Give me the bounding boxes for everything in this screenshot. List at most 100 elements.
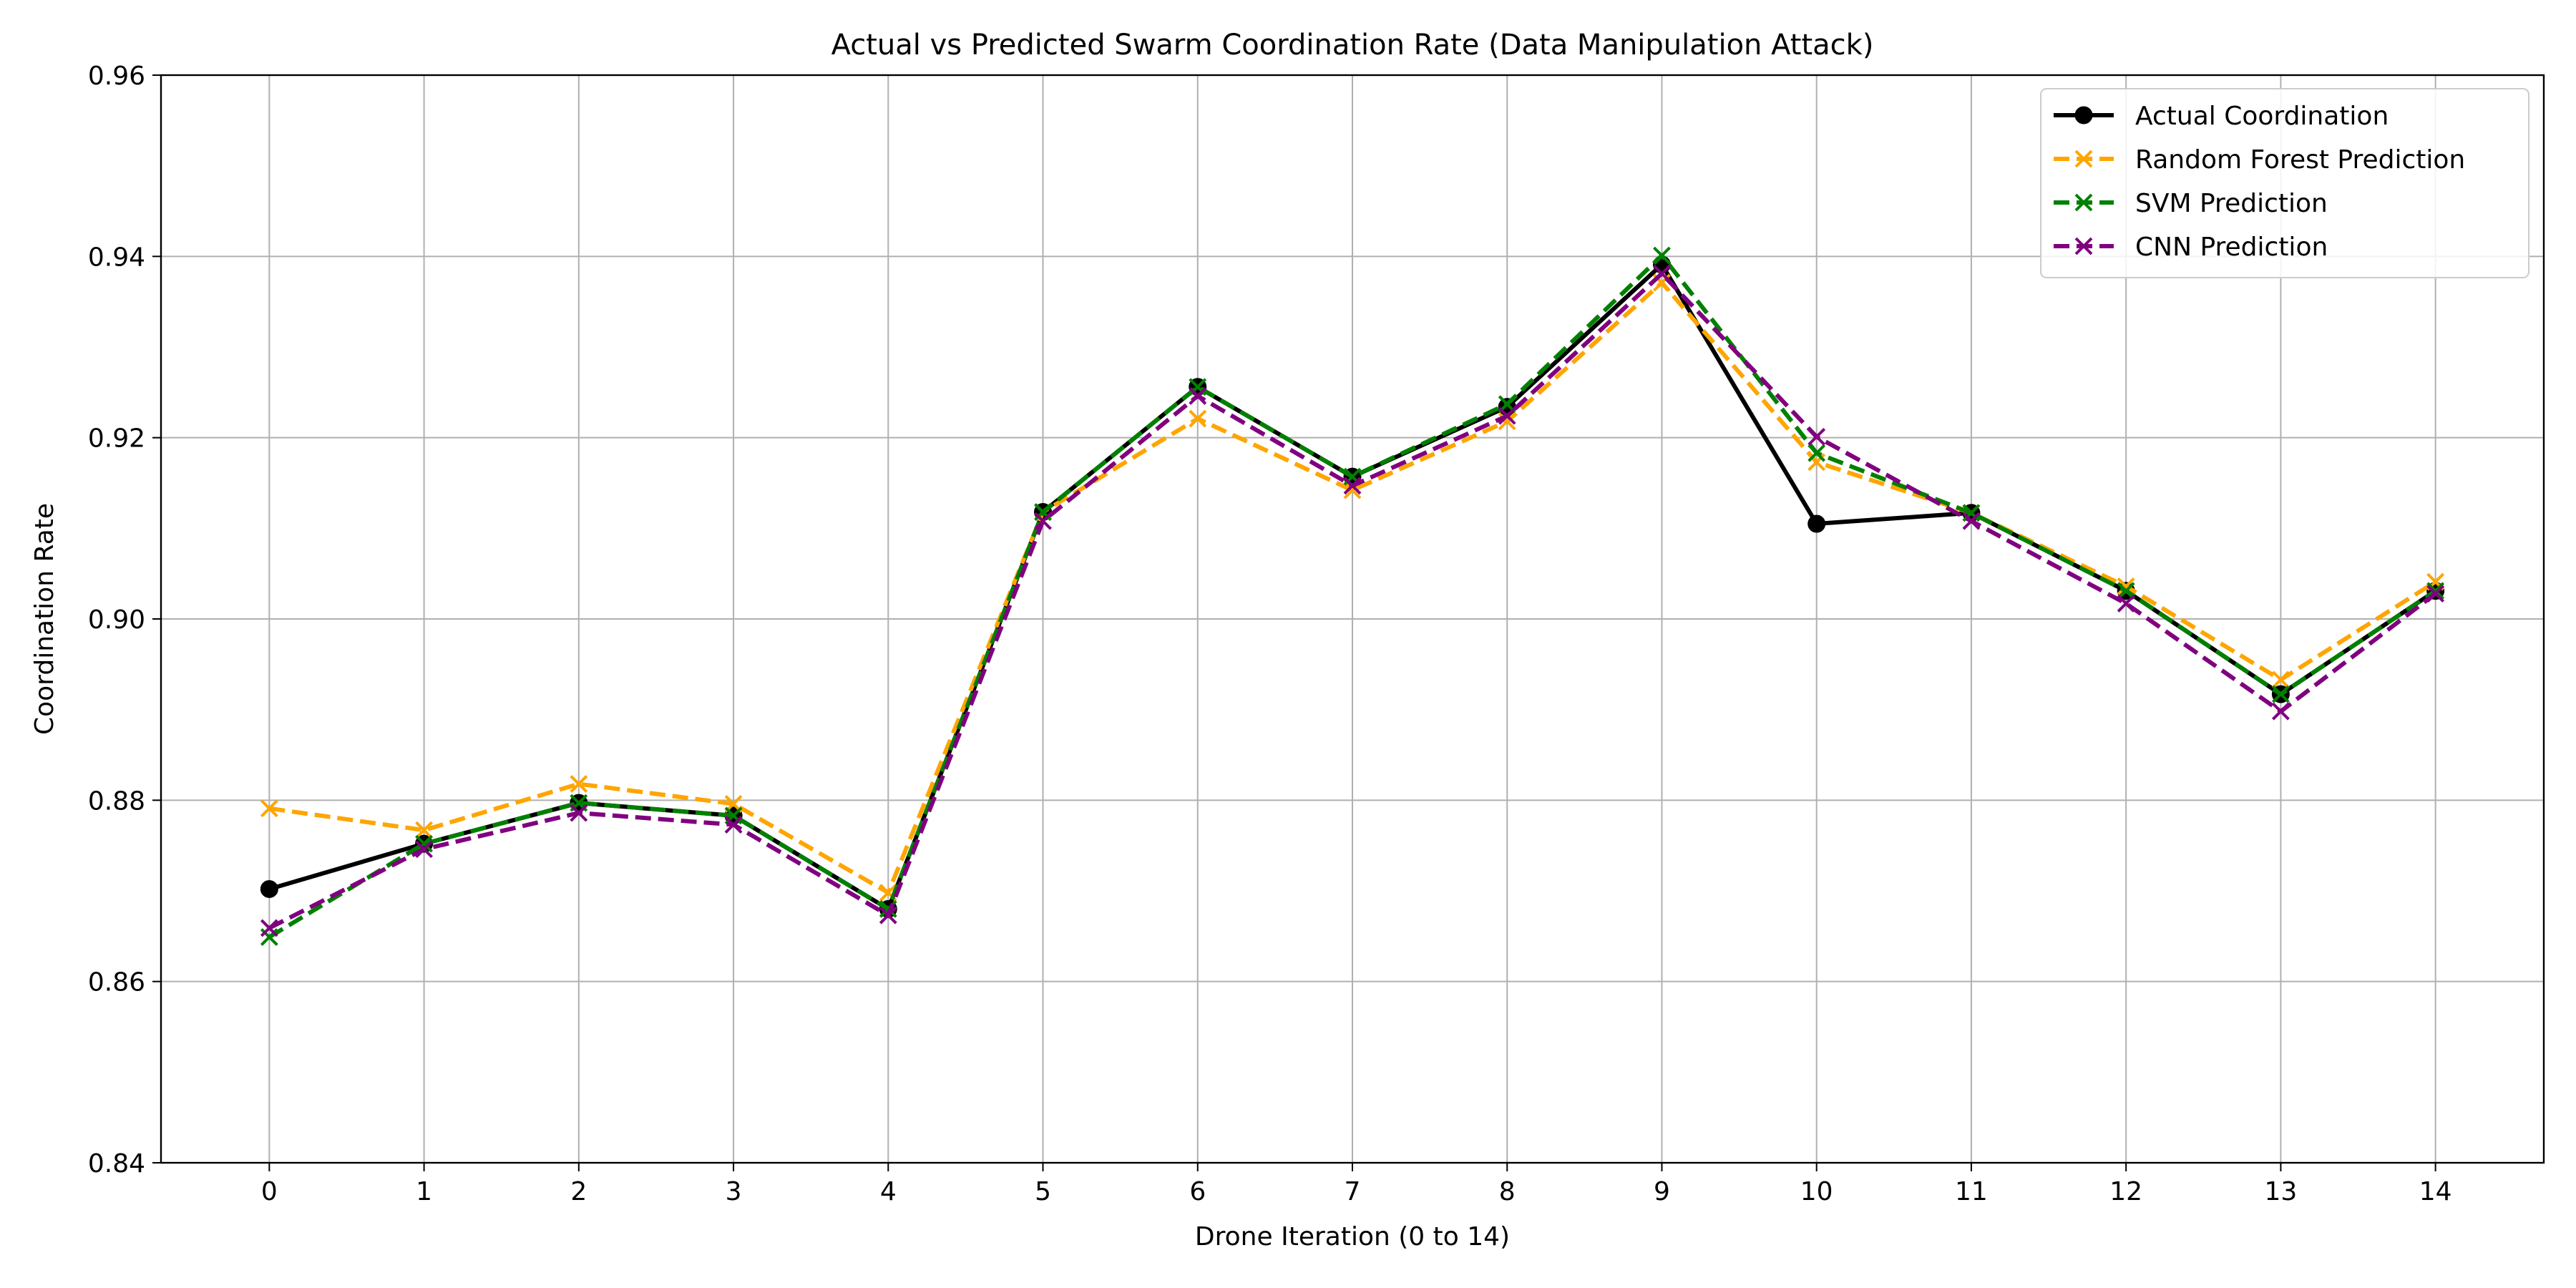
- point-stroke: [1962, 512, 1981, 530]
- y-tick-label: 0.86: [88, 968, 145, 997]
- data-point: [2271, 670, 2290, 689]
- point-stroke: [415, 821, 434, 839]
- point-stroke: [1034, 512, 1052, 530]
- data-point: [1653, 264, 1671, 283]
- legend-box: [2040, 88, 2529, 278]
- y-tick-label: 0.88: [88, 786, 145, 816]
- chart-title: Actual vs Predicted Swarm Coordination R…: [831, 29, 1874, 62]
- x-tick-label: 10: [1800, 1177, 1833, 1206]
- data-point: [570, 775, 588, 793]
- data-point: [2271, 702, 2290, 721]
- point-stroke: [879, 906, 897, 924]
- point-stroke: [1807, 427, 1826, 446]
- point-stroke: [1189, 386, 1207, 405]
- legend-entry: Actual Coordination: [2054, 102, 2389, 131]
- legend: Actual Coordination Random Forest Predict…: [2040, 88, 2529, 278]
- point-stroke: [1498, 412, 1516, 431]
- data-point: [260, 799, 278, 818]
- x-tick-label: 13: [2264, 1177, 2297, 1206]
- legend-entry: Random Forest Prediction: [2054, 145, 2465, 175]
- data-point: [1807, 427, 1826, 446]
- data-point: [1653, 246, 1671, 265]
- data-point: [1807, 514, 1826, 533]
- data-point: [724, 816, 743, 834]
- x-tick-label: 2: [570, 1177, 587, 1206]
- point-stroke: [2117, 577, 2135, 595]
- x-tick-label: 1: [416, 1177, 432, 1206]
- data-point: [1189, 409, 1207, 428]
- data-point: [2271, 685, 2290, 703]
- legend-label: Actual Coordination: [2135, 102, 2389, 131]
- data-point: [2117, 577, 2135, 595]
- legend-entry: CNN Prediction: [2054, 233, 2328, 262]
- point-stroke: [879, 899, 897, 918]
- point-stroke: [2426, 585, 2445, 602]
- x-tick-label: 4: [880, 1177, 897, 1206]
- point-stroke: [260, 799, 278, 818]
- legend-label: Random Forest Prediction: [2135, 145, 2465, 175]
- point-stroke: [2271, 685, 2290, 703]
- y-tick-label: 0.94: [88, 243, 145, 272]
- point-stroke: [415, 834, 434, 853]
- data-point: [1807, 444, 1826, 462]
- data-point: [415, 821, 434, 839]
- y-tick-label: 0.92: [88, 424, 145, 454]
- y-tick-label: 0.96: [88, 62, 145, 91]
- point-stroke: [1653, 264, 1671, 283]
- series-layer: [260, 246, 2445, 947]
- x-tick-label: 14: [2419, 1177, 2452, 1206]
- point-stroke: [2074, 237, 2093, 255]
- data-point: [570, 804, 588, 822]
- point-stroke: [2074, 193, 2093, 212]
- point-stroke: [2117, 595, 2135, 613]
- x-tick-label: 0: [261, 1177, 278, 1206]
- point-stroke: [415, 840, 434, 859]
- point-stroke: [724, 816, 743, 834]
- point-stroke: [1962, 504, 1981, 522]
- y-tick-label: 0.90: [88, 605, 145, 635]
- y-tick-label: 0.84: [88, 1149, 145, 1179]
- point-stroke: [879, 884, 897, 902]
- data-point: [1498, 406, 1516, 425]
- data-point: [1962, 512, 1981, 530]
- data-point: [1034, 512, 1052, 530]
- data-point: [879, 899, 897, 918]
- data-point: [2074, 193, 2093, 212]
- data-point: [1189, 386, 1207, 405]
- point-stroke: [1807, 444, 1826, 462]
- data-point: [2074, 237, 2093, 255]
- x-tick-label: 7: [1345, 1177, 1361, 1206]
- data-point: [260, 919, 278, 937]
- point-stroke: [570, 775, 588, 793]
- y-axis-label: Coordination Rate: [30, 503, 59, 735]
- point-stroke: [570, 804, 588, 822]
- x-tick-label: 3: [726, 1177, 742, 1206]
- series-line: [268, 280, 2437, 895]
- data-point: [415, 834, 434, 853]
- legend-label: CNN Prediction: [2135, 233, 2328, 262]
- x-tick-label: 12: [2109, 1177, 2142, 1206]
- series-cnn-prediction: [260, 264, 2445, 937]
- data-point: [2426, 585, 2445, 602]
- point-stroke: [2271, 702, 2290, 721]
- point-stroke: [260, 919, 278, 937]
- data-point: [2117, 582, 2135, 600]
- x-tick-label: 9: [1654, 1177, 1670, 1206]
- x-tick-label: 5: [1035, 1177, 1051, 1206]
- data-point: [1962, 504, 1981, 522]
- point-stroke: [1498, 406, 1516, 425]
- data-point: [260, 879, 278, 898]
- data-point: [2117, 595, 2135, 613]
- point-stroke: [2271, 670, 2290, 689]
- data-point: [1343, 477, 1362, 495]
- data-point: [879, 906, 897, 924]
- point-stroke: [1343, 477, 1362, 495]
- point-stroke: [2074, 150, 2093, 168]
- point-stroke: [2117, 582, 2135, 600]
- x-tick-label: 8: [1499, 1177, 1516, 1206]
- point-stroke: [1189, 409, 1207, 428]
- legend-label: SVM Prediction: [2135, 189, 2328, 218]
- data-point: [2074, 106, 2093, 125]
- axis-ticks: 0 1 2 3 4 5 6 7 8 9 10 11 12 13 140.840.860.880.900.92…: [88, 62, 2452, 1206]
- x-tick-label: 11: [1955, 1177, 1988, 1206]
